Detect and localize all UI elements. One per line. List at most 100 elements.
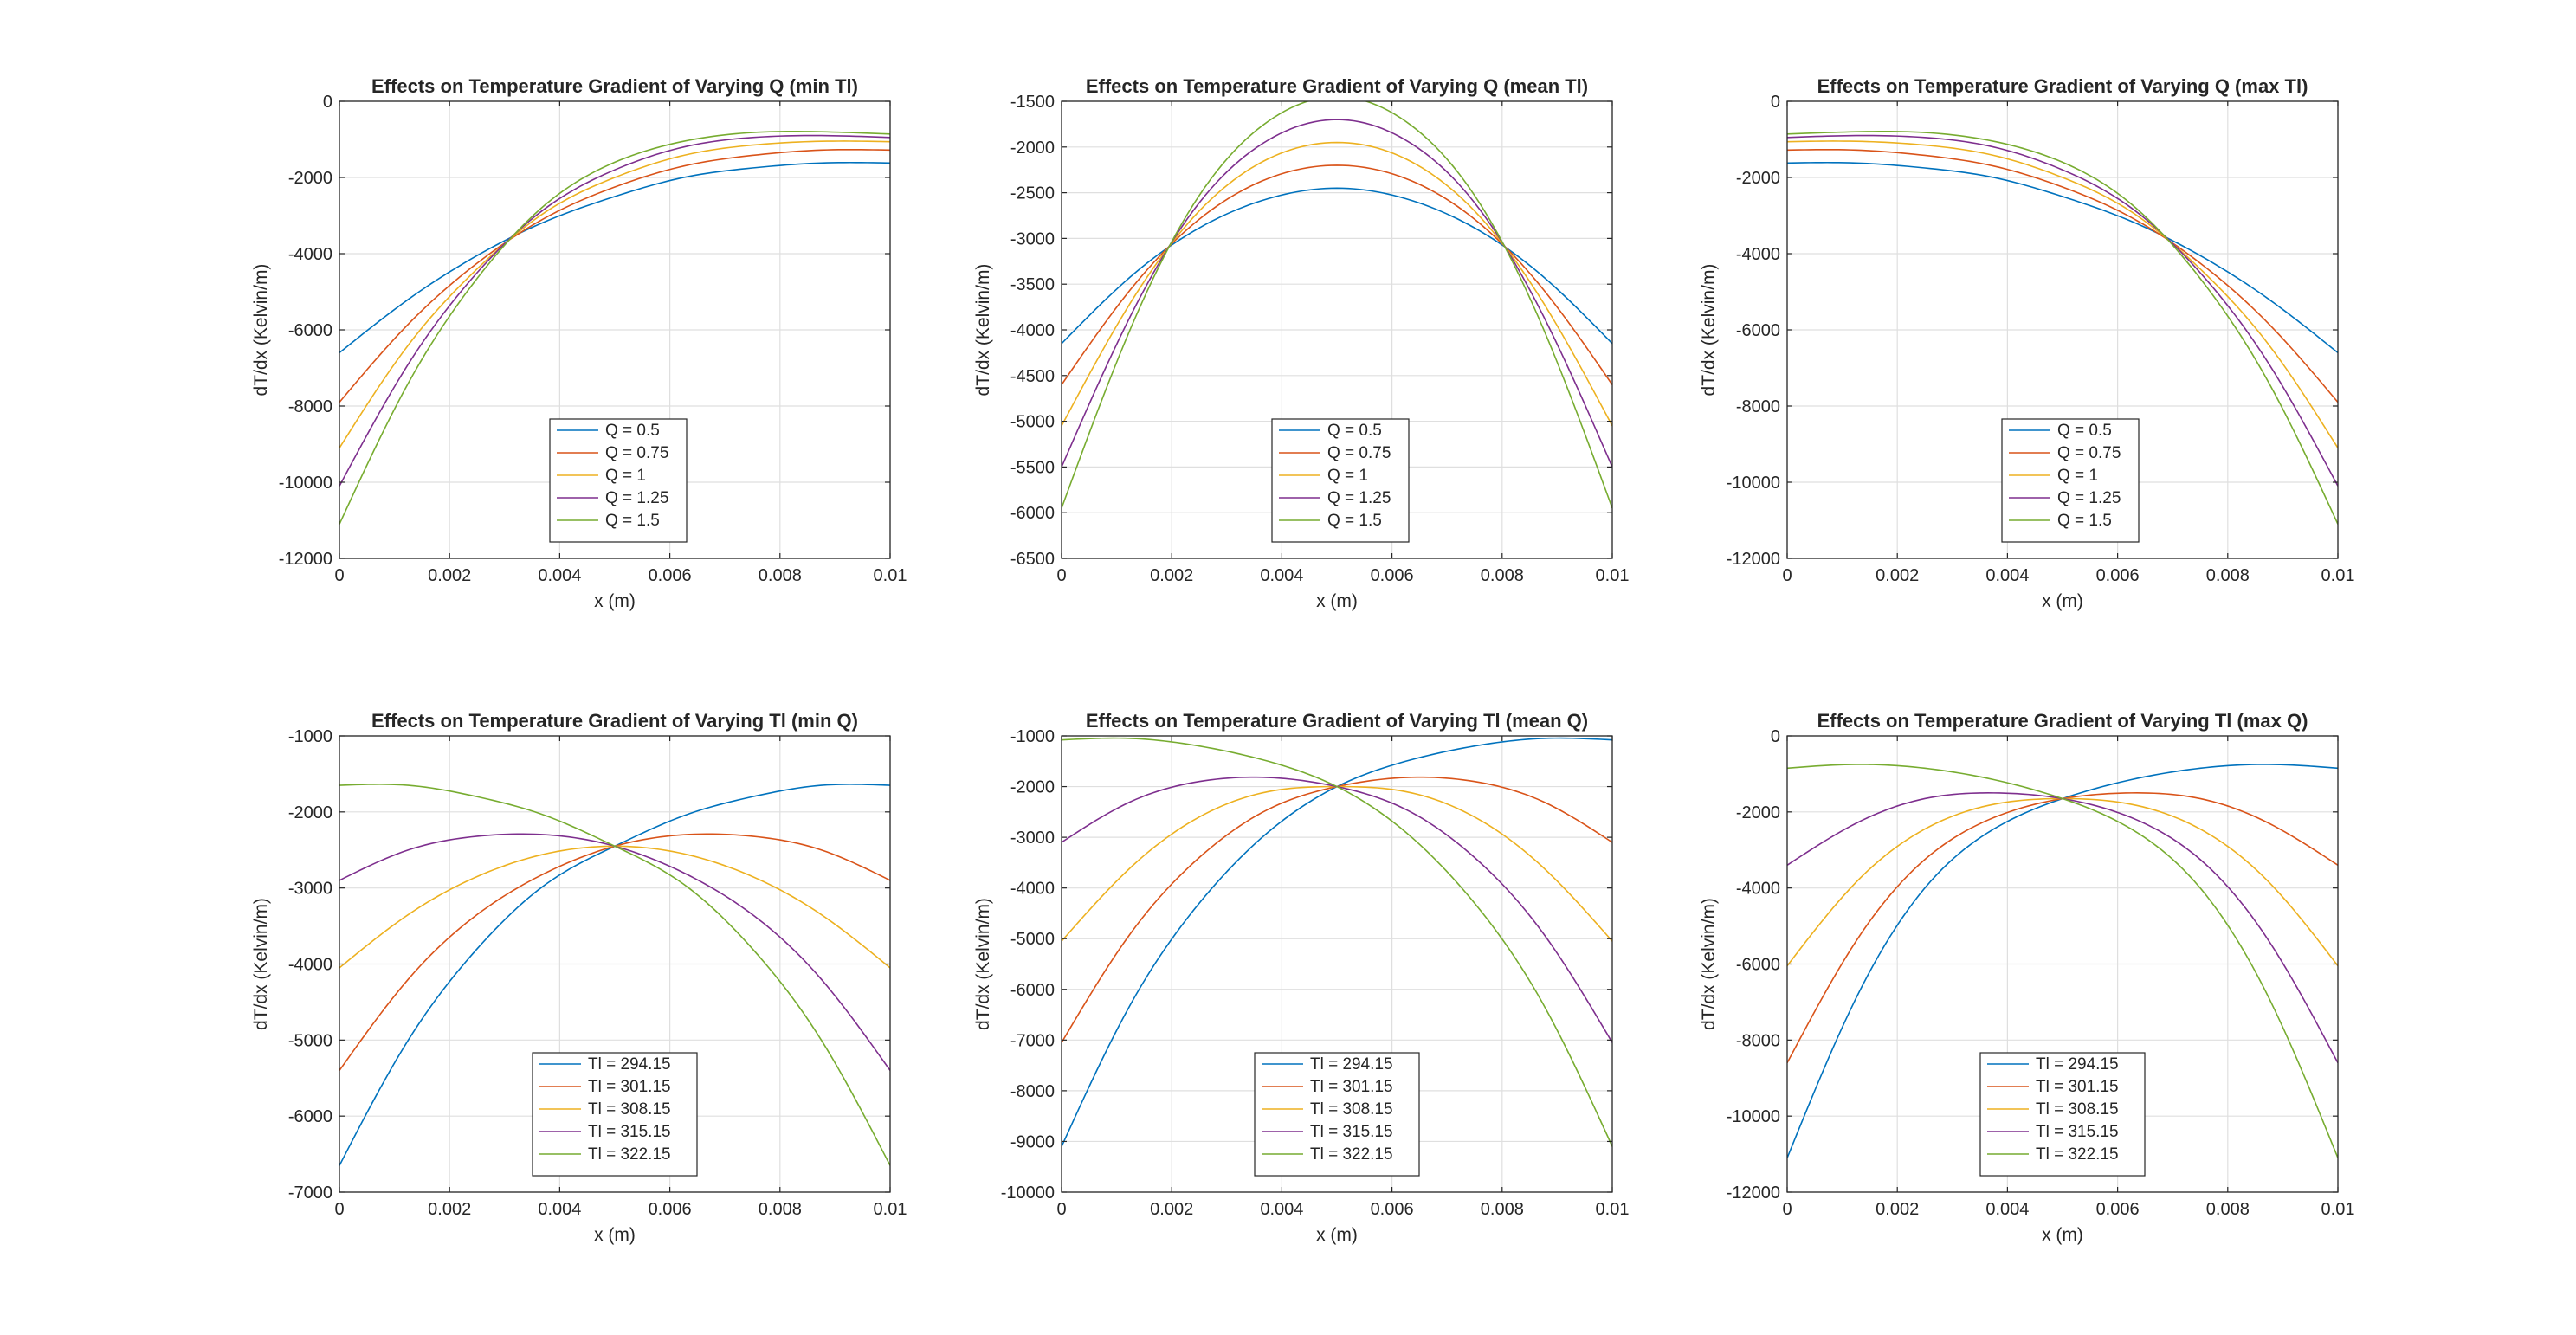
y-tick-label: -5500 [1010, 458, 1055, 477]
legend-box [1271, 418, 1410, 543]
x-tick-label: 0.008 [759, 1200, 802, 1219]
x-tick-label: 0.006 [2096, 566, 2140, 585]
x-tick-label: 0.008 [1481, 1200, 1524, 1219]
legend-box [532, 1052, 698, 1177]
y-tick-label: -5000 [1010, 930, 1055, 949]
y-tick-label: -4000 [288, 245, 332, 264]
x-axis-label: x (m) [1316, 1225, 1358, 1245]
x-tick-label: 0.002 [428, 566, 471, 585]
legend-label: Q = 1 [2057, 467, 2098, 485]
y-tick-label: -6000 [1736, 956, 1780, 975]
y-tick-label: -2000 [1010, 778, 1055, 797]
legend-label: Q = 1.5 [2057, 512, 2112, 530]
legend-label: Q = 0.5 [1327, 422, 1382, 440]
x-tick-label: 0.004 [538, 1200, 581, 1219]
legend-label: Tl = 315.15 [1310, 1123, 1393, 1141]
legend-label: Q = 0.75 [1327, 444, 1391, 462]
legend-label: Q = 1.25 [605, 489, 668, 507]
series-line-2 [1062, 164, 1612, 385]
subplot-6: 0 0.002 0.004 0.006 0.008 0.01 -12000 -10000 -80… [1699, 710, 2354, 1245]
legend-label: Tl = 308.15 [588, 1100, 671, 1119]
y-tick-label: 0 [1771, 93, 1780, 112]
x-tick-label: 0 [334, 566, 344, 585]
y-tick-label: -4000 [1736, 245, 1780, 264]
y-tick-label: -2000 [1010, 139, 1055, 158]
legend-label: Q = 1 [605, 467, 646, 485]
legend-box [1254, 1052, 1420, 1177]
y-tick-label: -10000 [1727, 1107, 1780, 1126]
y-tick-label: -3000 [288, 880, 332, 899]
legend: Q = 0.5 Q = 0.75 Q = 1 Q = 1.25 Q = 1.5 [2001, 418, 2140, 543]
y-tick-label: 0 [323, 93, 332, 112]
series-line-5 [1062, 737, 1612, 1147]
chart-title: Effects on Temperature Gradient of Varyi… [1817, 710, 2308, 732]
y-tick-label: -2000 [1736, 169, 1780, 188]
y-tick-label: -10000 [279, 474, 332, 493]
legend-box [2001, 418, 2140, 543]
x-tick-label: 0.004 [1985, 566, 2029, 585]
subplot-1: 0 0.002 0.004 0.006 0.008 0.01 -12000 -10000 -80… [251, 75, 907, 611]
x-axis-label: x (m) [2042, 1225, 2083, 1245]
legend-label: Tl = 308.15 [1310, 1100, 1393, 1119]
x-tick-label: 0.008 [2206, 566, 2250, 585]
y-tick-label: -8000 [1010, 1082, 1055, 1101]
x-tick-label: 0.01 [1596, 1200, 1630, 1219]
y-tick-label: -3500 [1010, 275, 1055, 294]
x-axis-label: x (m) [594, 591, 636, 611]
y-tick-label: -1000 [1010, 727, 1055, 746]
y-tick-label: -2000 [288, 803, 332, 822]
y-tick-label: -8000 [1736, 397, 1780, 416]
subplot-5: 0 0.002 0.004 0.006 0.008 0.01 -10000 -9000 -800… [973, 710, 1629, 1245]
series-line-5 [339, 131, 890, 525]
legend-label: Tl = 301.15 [2036, 1078, 2119, 1096]
x-tick-label: 0.004 [1260, 566, 1303, 585]
x-axis-label: x (m) [1316, 591, 1358, 611]
series-line-2 [1787, 148, 2338, 403]
y-tick-label: -12000 [1727, 1183, 1780, 1203]
y-tick-label: -7000 [1010, 1031, 1055, 1050]
y-tick-label: -12000 [1727, 550, 1780, 569]
legend-label: Q = 0.5 [605, 422, 660, 440]
series-line-5 [1062, 101, 1612, 509]
legend: Tl = 294.15 Tl = 301.15 Tl = 308.15 Tl = 31… [1979, 1052, 2146, 1177]
y-axis-label: dT/dx (Kelvin/m) [251, 898, 271, 1030]
chart-title: Effects on Temperature Gradient of Varyi… [1086, 75, 1588, 97]
x-tick-label: 0.008 [1481, 566, 1524, 585]
subplot-4: 0 0.002 0.004 0.006 0.008 0.01 -7000 -6000 -5000… [251, 710, 907, 1245]
legend: Tl = 294.15 Tl = 301.15 Tl = 308.15 Tl = 31… [1254, 1052, 1420, 1177]
y-tick-label: -1500 [1010, 93, 1055, 112]
legend-box [1979, 1052, 2146, 1177]
x-axis-label: x (m) [2042, 591, 2083, 611]
x-tick-label: 0.002 [1150, 566, 1193, 585]
y-axis-label: dT/dx (Kelvin/m) [973, 898, 993, 1030]
y-tick-label: -2000 [288, 169, 332, 188]
y-tick-label: -6500 [1010, 550, 1055, 569]
x-tick-label: 0.002 [428, 1200, 471, 1219]
y-tick-label: -8000 [288, 397, 332, 416]
y-tick-label: -12000 [279, 550, 332, 569]
y-tick-label: -6000 [288, 321, 332, 340]
legend-label: Tl = 322.15 [2036, 1145, 2119, 1164]
legend-label: Q = 1.25 [1327, 489, 1391, 507]
y-tick-label: -8000 [1736, 1031, 1780, 1050]
chart-title: Effects on Temperature Gradient of Varyi… [371, 75, 858, 97]
y-axis-label: dT/dx (Kelvin/m) [1699, 898, 1719, 1030]
legend: Tl = 294.15 Tl = 301.15 Tl = 308.15 Tl = 31… [532, 1052, 698, 1177]
y-tick-label: -3000 [1010, 229, 1055, 248]
series-line-1 [1062, 187, 1612, 345]
y-axis-label: dT/dx (Kelvin/m) [973, 264, 993, 397]
x-tick-label: 0.01 [2321, 1200, 2355, 1219]
y-tick-label: -6000 [1736, 321, 1780, 340]
legend-label: Q = 0.5 [2057, 422, 2112, 440]
y-tick-label: -2000 [1736, 803, 1780, 822]
chart-title: Effects on Temperature Gradient of Varyi… [371, 710, 858, 732]
y-tick-label: -6000 [1010, 504, 1055, 523]
series-line-4 [1787, 134, 2338, 487]
legend-label: Q = 1 [1327, 467, 1368, 485]
legend: Q = 0.5 Q = 0.75 Q = 1 Q = 1.25 Q = 1.5 [1271, 418, 1410, 543]
x-tick-label: 0 [1056, 566, 1066, 585]
y-tick-label: -4000 [288, 956, 332, 975]
y-axis-label: dT/dx (Kelvin/m) [251, 264, 271, 397]
y-tick-label: -10000 [1727, 474, 1780, 493]
